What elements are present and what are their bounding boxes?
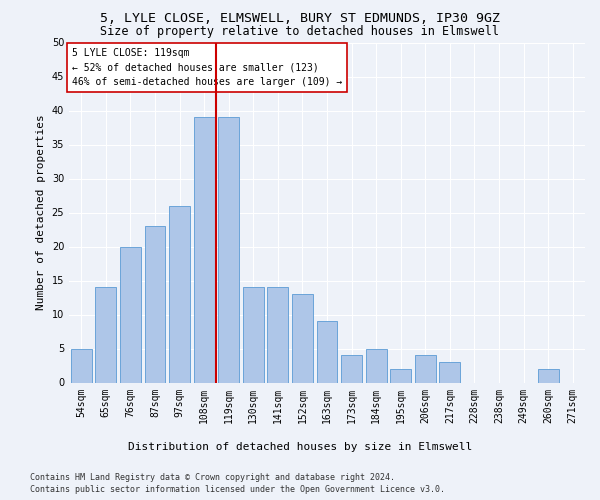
Bar [218, 118, 239, 382]
Y-axis label: Number of detached properties: Number of detached properties [36, 114, 46, 310]
Text: Contains public sector information licensed under the Open Government Licence v3: Contains public sector information licen… [30, 485, 445, 494]
Bar [415, 356, 436, 382]
Bar [268, 288, 289, 382]
Bar [145, 226, 166, 382]
Text: 5, LYLE CLOSE, ELMSWELL, BURY ST EDMUNDS, IP30 9GZ: 5, LYLE CLOSE, ELMSWELL, BURY ST EDMUNDS… [100, 12, 500, 26]
Bar [341, 356, 362, 382]
Bar [71, 348, 92, 382]
Text: Contains HM Land Registry data © Crown copyright and database right 2024.: Contains HM Land Registry data © Crown c… [30, 472, 395, 482]
Bar [317, 322, 337, 382]
Bar [439, 362, 460, 382]
Bar [243, 288, 264, 382]
Bar [120, 246, 141, 382]
Bar [390, 369, 411, 382]
Bar [194, 118, 215, 382]
Bar [169, 206, 190, 382]
Bar [95, 288, 116, 382]
Text: Size of property relative to detached houses in Elmswell: Size of property relative to detached ho… [101, 25, 499, 38]
Text: Distribution of detached houses by size in Elmswell: Distribution of detached houses by size … [128, 442, 472, 452]
Bar [365, 348, 386, 382]
Text: 5 LYLE CLOSE: 119sqm
← 52% of detached houses are smaller (123)
46% of semi-deta: 5 LYLE CLOSE: 119sqm ← 52% of detached h… [71, 48, 342, 87]
Bar [292, 294, 313, 382]
Bar [538, 369, 559, 382]
